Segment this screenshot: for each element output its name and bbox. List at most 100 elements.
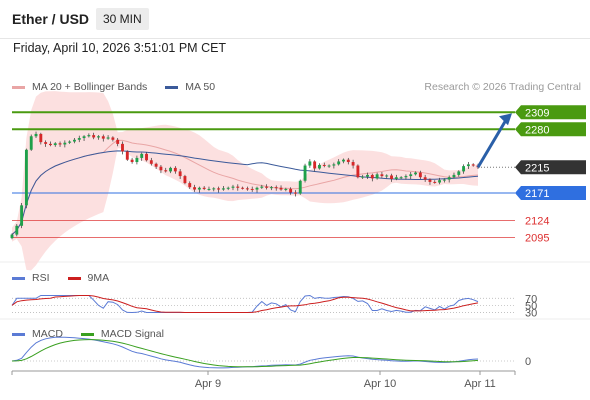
- rsi-tick-50: 50: [525, 300, 537, 312]
- candle-body: [149, 160, 153, 164]
- candle-body: [313, 161, 317, 169]
- candle-body: [221, 188, 225, 190]
- candle-body: [20, 205, 24, 226]
- candle-body: [169, 167, 172, 172]
- candle-body: [125, 151, 129, 160]
- candle-body: [433, 181, 437, 183]
- macd-line: [11, 336, 479, 369]
- candle-body: [279, 187, 283, 190]
- date-line: Friday, April 10, 2026 3:51:01 PM CET: [13, 41, 227, 55]
- candle-body: [193, 187, 196, 190]
- candle-body: [418, 172, 422, 178]
- candle-body: [370, 174, 374, 179]
- candle-body: [471, 164, 475, 166]
- candle-body: [428, 179, 432, 182]
- candle-body: [308, 161, 312, 166]
- candle-body: [130, 159, 134, 163]
- x-tick-label: Apr 9: [195, 378, 221, 390]
- candle-body: [452, 174, 456, 178]
- ma50-line: [11, 150, 479, 235]
- candle-body: [457, 171, 461, 175]
- candle-body: [53, 143, 57, 146]
- candle-body: [404, 176, 408, 178]
- legend-item-rsi: RSI: [12, 272, 50, 284]
- candle-body: [202, 187, 206, 189]
- candle-body: [380, 174, 384, 177]
- candle-body: [260, 186, 264, 188]
- rsi-9ma-line: [11, 295, 479, 313]
- candle-body: [414, 172, 417, 175]
- candle-body: [197, 187, 201, 190]
- candle-body: [173, 167, 177, 172]
- candle-body: [29, 136, 33, 150]
- level-tag-2309: [515, 105, 586, 120]
- candle-body: [274, 187, 278, 189]
- chart-header: Ether / USD 30 MIN: [0, 0, 590, 39]
- candle-body: [294, 192, 297, 194]
- legend-item-ma50: MA 50: [165, 81, 215, 93]
- macd-signal-line: [11, 339, 479, 368]
- candle-body: [346, 159, 350, 163]
- level-tag-2171: [515, 186, 586, 201]
- candle-body: [462, 166, 466, 172]
- candle-body: [269, 187, 273, 189]
- candle-body: [135, 157, 139, 163]
- rsi-tick-70: 70: [525, 293, 537, 305]
- level-label-2280: 2280: [525, 124, 549, 136]
- candle-body: [140, 153, 144, 158]
- candle-body: [207, 188, 211, 190]
- level-label-2309: 2309: [525, 107, 549, 119]
- candle-body: [250, 188, 254, 190]
- candle-body: [24, 149, 28, 206]
- candle-body: [442, 179, 446, 181]
- pair-title: Ether / USD: [12, 11, 90, 27]
- candle-body: [159, 166, 163, 171]
- candle-body: [394, 177, 398, 179]
- candle-body: [63, 142, 67, 145]
- bollinger-band: [12, 91, 478, 271]
- candle-body: [178, 171, 182, 177]
- candle-body: [34, 133, 38, 137]
- candle-body: [466, 164, 470, 167]
- rsi-tick-30: 30: [525, 307, 537, 319]
- candle-body: [82, 136, 86, 139]
- candle-body: [337, 161, 341, 165]
- candle-body: [92, 135, 96, 138]
- level-tag-2280: [515, 122, 586, 137]
- candle-body: [361, 176, 365, 178]
- candle-body: [145, 153, 148, 161]
- candle-body: [212, 188, 216, 190]
- level-label-2095: 2095: [525, 233, 549, 245]
- main-legend: MA 20 + Bollinger Bands MA 50: [12, 81, 233, 93]
- candle-body: [183, 176, 187, 184]
- candle-body: [289, 188, 293, 193]
- candle-body: [58, 143, 62, 145]
- macd-tick-0: 0: [525, 356, 531, 368]
- candle-body: [366, 174, 369, 177]
- candle-body: [342, 159, 345, 162]
- candle-body: [188, 183, 192, 188]
- credit-text: Research © 2026 Trading Central: [424, 81, 581, 93]
- candle-body: [241, 187, 245, 189]
- candle-body: [390, 175, 393, 179]
- x-tick-label: Apr 11: [464, 378, 496, 390]
- candle-body: [385, 175, 389, 177]
- candle-body: [298, 180, 302, 194]
- candle-body: [351, 162, 355, 166]
- candle-body: [245, 188, 249, 190]
- candle-body: [39, 133, 43, 143]
- candle-body: [423, 177, 427, 180]
- candle-body: [399, 177, 403, 179]
- candle-body: [106, 137, 110, 139]
- candle-body: [68, 141, 72, 143]
- candle-body: [236, 186, 240, 188]
- candle-body: [231, 186, 235, 188]
- candle-body: [375, 174, 379, 179]
- level-label-2171: 2171: [525, 188, 549, 200]
- candle-body: [327, 165, 331, 167]
- candle-body: [15, 225, 19, 235]
- candle-body: [164, 170, 168, 172]
- rsi-legend: RSI 9MA: [12, 272, 127, 284]
- timeframe-button[interactable]: 30 MIN: [96, 8, 149, 30]
- legend-item-rsi-9ma: 9MA: [67, 272, 109, 284]
